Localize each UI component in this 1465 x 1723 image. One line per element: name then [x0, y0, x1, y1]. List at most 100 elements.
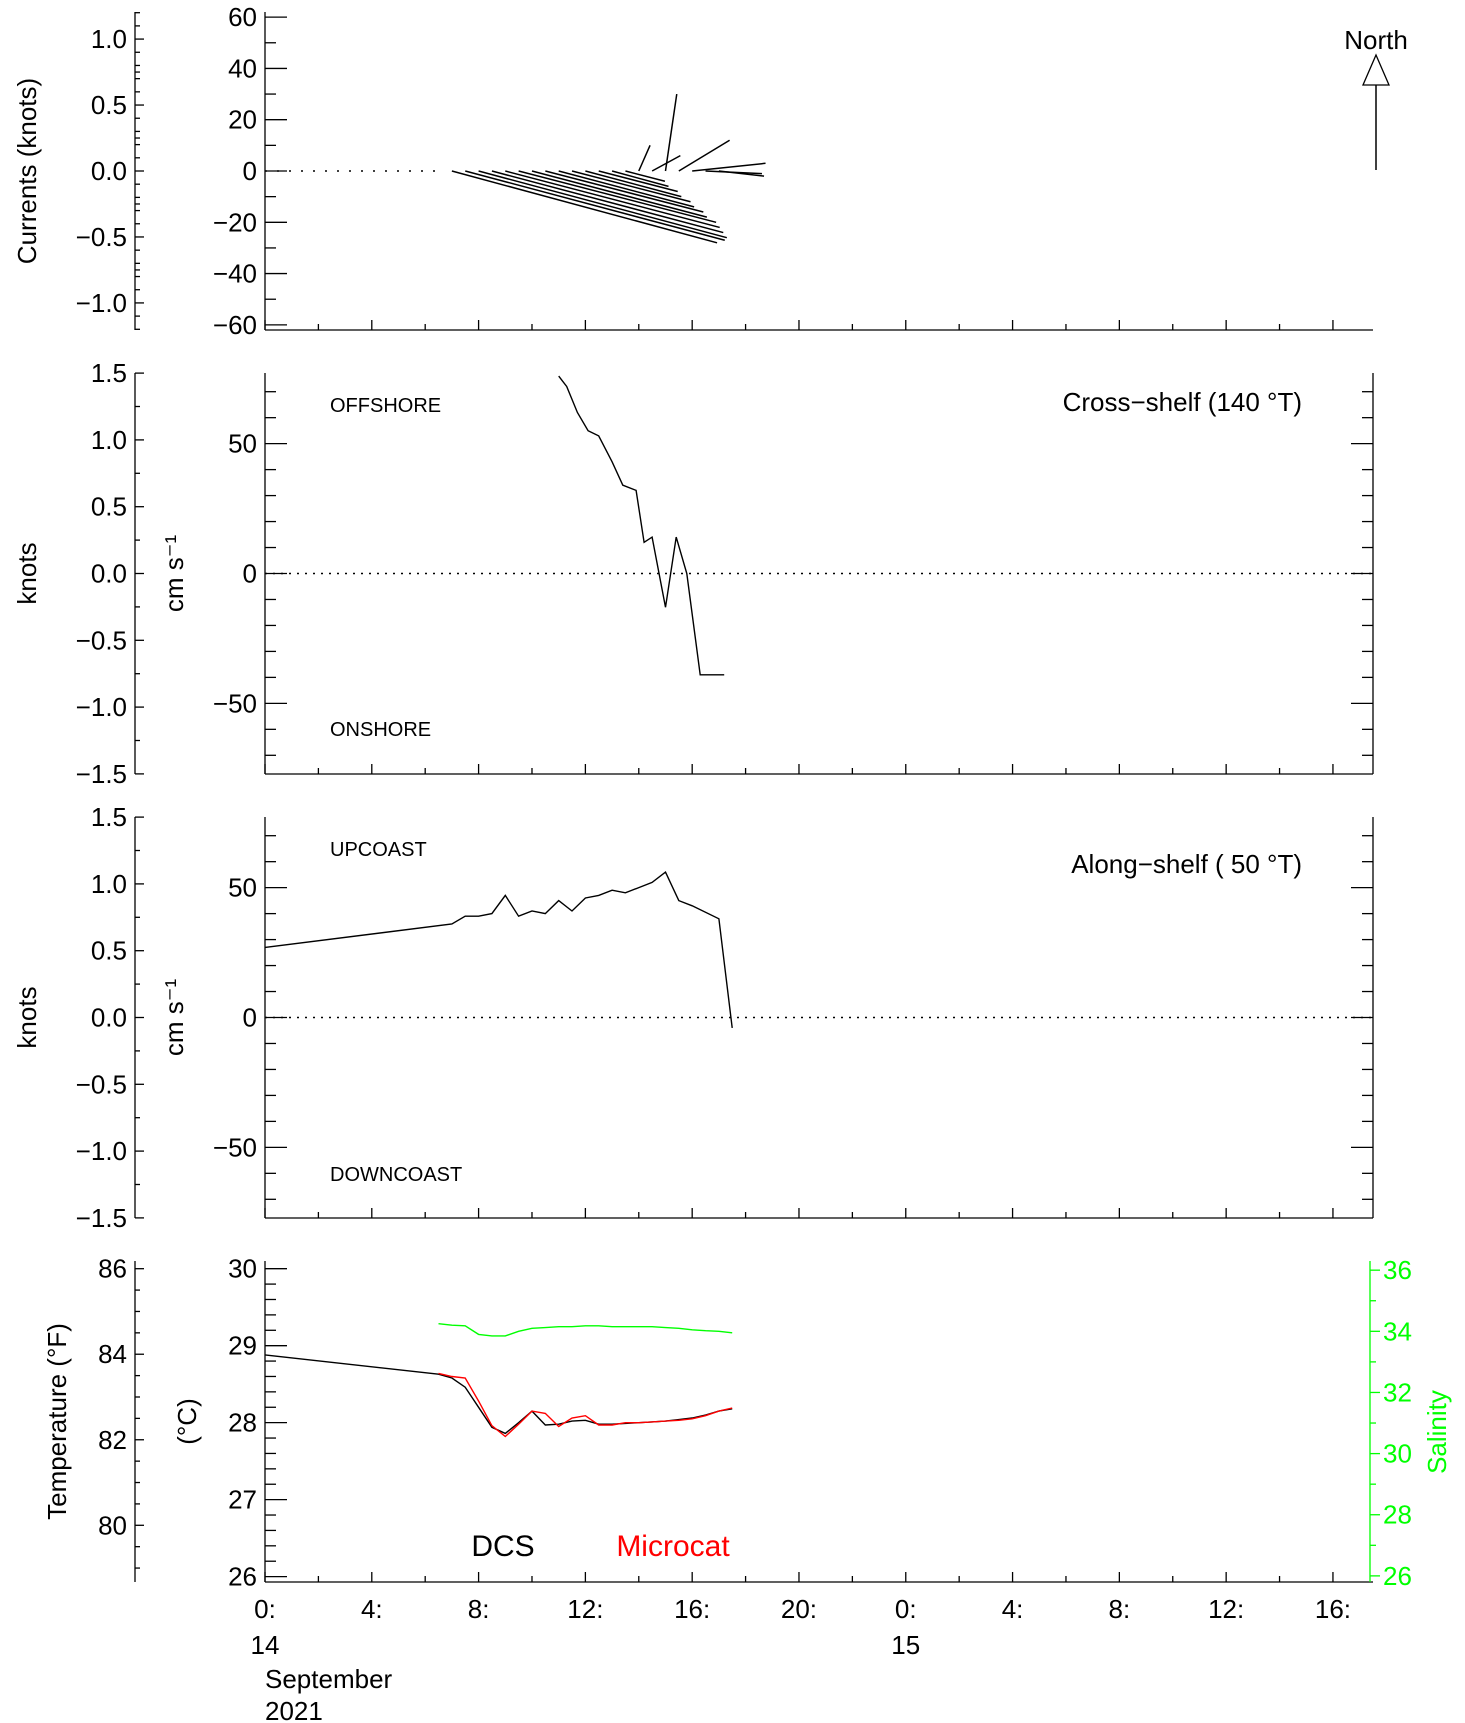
x-tick-label: 8:	[468, 1594, 490, 1624]
dcs-label: DCS	[471, 1530, 534, 1563]
month-label: September	[265, 1664, 393, 1694]
knots-tick-label: −1.0	[76, 692, 127, 722]
cms-tick-label: 50	[228, 429, 257, 459]
knots-ylabel: knots	[12, 986, 42, 1048]
knots-tick-label: −1.5	[76, 1203, 127, 1233]
cms-tick-label: 0	[243, 1003, 257, 1033]
knots-tick-label: 0.0	[91, 156, 127, 186]
top-direction-label: UPCOAST	[330, 839, 427, 861]
knots-tick-label: 1.0	[91, 869, 127, 899]
cms-tick-label: 20	[228, 105, 257, 135]
knots-tick-label: 1.5	[91, 802, 127, 832]
day-label: 14	[251, 1630, 280, 1660]
cms-tick-label: −40	[213, 259, 257, 289]
current-stick	[598, 170, 678, 193]
fahrenheit-ylabel: Temperature (°F)	[42, 1323, 72, 1520]
cms-tick-label: 50	[228, 873, 257, 903]
salinity-tick-label: 32	[1383, 1377, 1412, 1407]
celsius-tick-label: 26	[228, 1562, 257, 1592]
knots-tick-label: 1.0	[91, 425, 127, 455]
cms-tick-label: −50	[213, 688, 257, 718]
x-tick-label: 4:	[361, 1594, 383, 1624]
current-stick	[571, 170, 691, 203]
cms-tick-label: −50	[213, 1132, 257, 1162]
cms-tick-label: 0	[243, 156, 257, 186]
celsius-ylabel: (°C)	[172, 1398, 202, 1445]
x-tick-label: 0:	[895, 1594, 917, 1624]
current-stick	[625, 170, 666, 182]
celsius-tick-label: 27	[228, 1485, 257, 1515]
x-tick-label: 12:	[1208, 1594, 1244, 1624]
year-label: 2021	[265, 1696, 323, 1723]
current-stick	[585, 170, 682, 198]
salinity-line	[438, 1323, 733, 1337]
temperature-panel: 30 29 28 27 26 86 84 82 80 Temperature (°F) (°C) 36…	[42, 1254, 1452, 1592]
current-stick	[678, 139, 730, 172]
knots-tick-label: 0.0	[91, 1003, 127, 1033]
current-stick	[478, 170, 728, 239]
fahrenheit-tick-label: 80	[98, 1510, 127, 1540]
top-direction-label: OFFSHORE	[330, 395, 441, 417]
knots-tick-label: −1.0	[76, 1136, 127, 1166]
cms-tick-label: −20	[213, 207, 257, 237]
current-stick	[638, 145, 651, 172]
cms-ylabel: cm s⁻¹	[159, 535, 189, 613]
knots-tick-label: 0.5	[91, 936, 127, 966]
x-tick-label: 0:	[254, 1594, 276, 1624]
salinity-tick-label: 34	[1383, 1316, 1412, 1346]
north-arrow-head	[1362, 53, 1390, 86]
x-tick-label: 16:	[1315, 1594, 1351, 1624]
celsius-tick-label: 29	[228, 1331, 257, 1361]
current-stick	[491, 170, 724, 234]
x-tick-label: 16:	[674, 1594, 710, 1624]
north-label: North	[1344, 25, 1408, 55]
data-line	[264, 871, 733, 1028]
salinity-tick-label: 30	[1383, 1439, 1412, 1469]
data-line	[558, 375, 725, 676]
x-tick-label: 8:	[1109, 1594, 1131, 1624]
cms-ylabel: cm s⁻¹	[159, 979, 189, 1057]
fahrenheit-tick-label: 84	[98, 1339, 127, 1369]
day-label: 15	[891, 1630, 920, 1660]
current-stick	[692, 162, 766, 172]
currents-panel: 60 40 20 0 −20 −40 −60 1.0 0.5 0.0 −0.5 −1.0 Current…	[12, 2, 1408, 340]
knots-tick-label: 1.5	[91, 358, 127, 388]
current-stick	[505, 170, 720, 229]
along-shelf-panel: 50 0 −50 1.5 1.0 0.5 0.0 −0.5 −1.0 −1.5 knots cm s⁻…	[12, 802, 1374, 1233]
current-stick	[545, 170, 704, 213]
current-stick	[465, 170, 725, 241]
current-stick	[718, 170, 765, 177]
time-axis: 0: 4: 8: 12: 16: 20: 0: 4: 8: 12: 16: 14 15 September…	[251, 1594, 1351, 1723]
salinity-tick-label: 36	[1383, 1255, 1412, 1285]
cms-tick-label: 40	[228, 53, 257, 83]
panel-title: Cross−shelf (140 °T)	[1063, 387, 1302, 417]
x-tick-label: 12:	[567, 1594, 603, 1624]
bottom-direction-label: ONSHORE	[330, 719, 431, 741]
currents-ylabel: Currents (knots)	[12, 78, 42, 264]
salinity-ylabel: Salinity	[1422, 1390, 1452, 1474]
salinity-tick-label: 28	[1383, 1500, 1412, 1530]
knots-tick-label: −0.5	[76, 625, 127, 655]
knots-tick-label: 0.5	[91, 90, 127, 120]
knots-ylabel: knots	[12, 542, 42, 604]
cross-shelf-panel: 50 0 −50 1.5 1.0 0.5 0.0 −0.5 −1.0 −1.5 knots cm s⁻…	[12, 358, 1374, 789]
fahrenheit-tick-label: 86	[98, 1254, 127, 1284]
salinity-tick-label: 26	[1383, 1561, 1412, 1591]
knots-tick-label: −1.0	[76, 288, 127, 318]
fahrenheit-tick-label: 82	[98, 1425, 127, 1455]
current-stick	[518, 170, 717, 224]
celsius-tick-label: 28	[228, 1408, 257, 1438]
knots-tick-label: 0.5	[91, 492, 127, 522]
knots-tick-label: −0.5	[76, 1069, 127, 1099]
cms-tick-label: −60	[213, 310, 257, 340]
x-tick-label: 4:	[1002, 1594, 1024, 1624]
knots-tick-label: 1.0	[91, 24, 127, 54]
current-stick	[451, 170, 718, 244]
knots-tick-label: −1.5	[76, 759, 127, 789]
knots-tick-label: −0.5	[76, 222, 127, 252]
current-stick	[531, 170, 708, 218]
dcs-line	[264, 1354, 733, 1435]
current-stick	[558, 170, 695, 208]
celsius-tick-label: 30	[228, 1254, 257, 1284]
